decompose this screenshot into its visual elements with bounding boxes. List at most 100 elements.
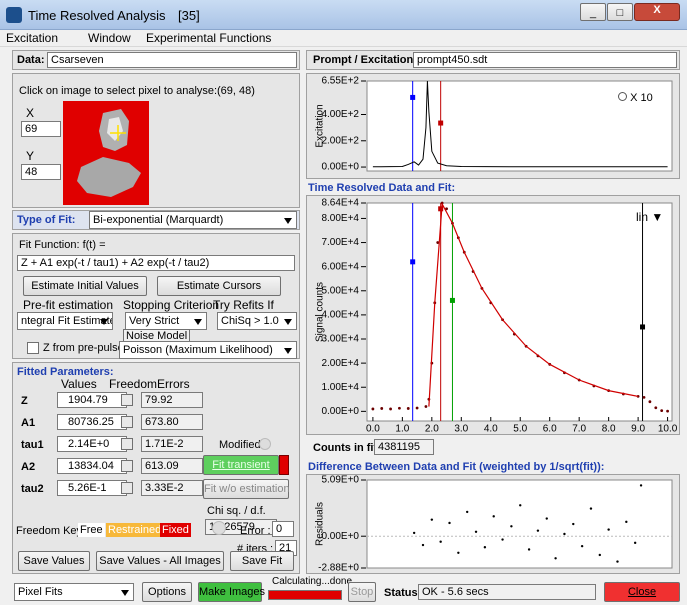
refit-label: Try Refits If — [213, 298, 274, 312]
stop-button[interactable]: Stop — [348, 582, 376, 602]
excitation-chart: Excitation6.55E+24.00E+22.00E+20.00E+0 — [306, 73, 680, 179]
freedom-checkbox[interactable] — [121, 482, 133, 494]
mode-dropdown[interactable]: Pixel Fits — [14, 583, 134, 601]
residual-point — [484, 546, 486, 548]
y-tick-label: 8.00E+4 — [321, 213, 359, 224]
param-value[interactable]: 5.26E-1 — [57, 480, 127, 496]
residual-point — [448, 522, 450, 524]
y-tick-label: 0.00E+0 — [321, 531, 359, 542]
prefit-dropdown[interactable]: ntegral Fit Estimate — [17, 312, 113, 330]
save-fit-button[interactable]: Save Fit — [230, 551, 294, 571]
close-button[interactable]: Close — [604, 582, 680, 602]
freedom-checkbox[interactable] — [121, 394, 133, 406]
residual-point — [581, 545, 583, 547]
minimize-button[interactable]: _ — [580, 3, 606, 21]
data-point — [407, 407, 410, 410]
data-point — [389, 408, 392, 411]
maximize-button[interactable]: □ — [607, 3, 633, 21]
progress-bar — [268, 590, 342, 600]
y-tick-label: 2.00E+4 — [321, 358, 359, 369]
prompt-field[interactable]: prompt450.sdt — [413, 52, 677, 68]
residual-point — [607, 528, 609, 530]
param-value[interactable]: 80736.25 — [57, 414, 127, 430]
data-point — [643, 396, 646, 399]
save-values-button[interactable]: Save Values — [18, 551, 90, 571]
fit-wo-button[interactable]: Fit w/o estimation — [203, 479, 289, 499]
residual-point — [546, 517, 548, 519]
y-tick-label: 0.00E+0 — [321, 406, 359, 417]
error-field: 0 — [272, 521, 294, 537]
data-point — [398, 407, 401, 410]
residual-point — [616, 560, 618, 562]
data-point — [666, 410, 669, 413]
data-field[interactable]: Csarseven — [47, 52, 297, 68]
y-tick-label: 2.00E+2 — [321, 135, 359, 146]
y-tick-label: 6.00E+4 — [321, 261, 359, 272]
cursor-marker — [450, 298, 455, 303]
menu-item[interactable]: Experimental Functions — [146, 31, 271, 45]
freedom-checkbox[interactable] — [121, 460, 133, 472]
menu-item[interactable]: Excitation — [6, 31, 58, 45]
residual-point — [466, 511, 468, 513]
image-panel: Click on image to select pixel to analys… — [12, 73, 300, 208]
x10-label: X 10 — [630, 92, 653, 104]
residual-point — [519, 504, 521, 506]
refit-dropdown[interactable]: ChiSq > 1.0 — [217, 312, 297, 330]
x-input[interactable]: 69 — [21, 121, 61, 137]
prompt-label: Prompt / Excitation: — [313, 54, 417, 66]
decay-chart: Signal counts8.64E+48.00E+47.00E+46.00E+… — [306, 195, 680, 435]
menu-bar: Excitation Window Experimental Functions — [0, 30, 687, 47]
formula-field[interactable]: Z + A1 exp(-t / tau1) + A2 exp(-t / tau2… — [17, 255, 295, 271]
fit-type-dropdown[interactable]: Bi-exponential (Marquardt) — [89, 211, 297, 229]
noise-dropdown[interactable]: Poisson (Maximum Likelihood) — [119, 341, 297, 359]
x10-radio[interactable]: X 10 — [618, 92, 653, 104]
pixel-image[interactable] — [63, 101, 149, 205]
freedom-checkbox[interactable] — [121, 416, 133, 428]
x-tick-label: 0.0 — [366, 424, 380, 435]
options-button[interactable]: Options — [142, 582, 192, 602]
param-value[interactable]: 13834.04 — [57, 458, 127, 474]
menu-item[interactable]: Window — [88, 31, 131, 45]
residual-point — [634, 542, 636, 544]
modified-indicator — [259, 438, 271, 450]
residual-point — [422, 544, 424, 546]
save-all-button[interactable]: Save Values - All Images — [96, 551, 224, 571]
y-tick-label: 6.55E+2 — [321, 76, 359, 87]
x-label: X — [26, 106, 34, 120]
scale-label: lin — [636, 210, 648, 224]
y-label: Y — [26, 149, 34, 163]
y-tick-label: 0.00E+0 — [321, 162, 359, 173]
app-icon — [6, 7, 22, 23]
error-indicator — [212, 521, 226, 535]
scale-dropdown[interactable]: lin ▼ — [636, 210, 663, 224]
param-value[interactable]: 2.14E+0 — [57, 436, 127, 452]
stopping-dropdown[interactable]: Very Strict — [125, 312, 207, 330]
residual-chart: Residuals5.09E+00.00E+0-2.88E+0 — [306, 474, 680, 574]
status-field: OK - 5.6 secs — [418, 584, 596, 600]
residual-title: Difference Between Data and Fit (weighte… — [308, 461, 604, 473]
fit-type-row: Type of Fit: Bi-exponential (Marquardt) — [12, 210, 300, 230]
data-point — [416, 407, 419, 410]
param-name: A2 — [21, 461, 35, 473]
residual-point — [493, 515, 495, 517]
prompt-row: Prompt / Excitation: prompt450.sdt — [306, 50, 680, 70]
key-restrained: Restrained — [106, 523, 163, 537]
x-tick-label: 4.0 — [484, 424, 498, 435]
fit-transient-button[interactable]: Fit transient — [203, 455, 279, 475]
y-tick-label: 5.00E+4 — [321, 285, 359, 296]
make-images-button[interactable]: Make Images — [198, 582, 262, 602]
residual-point — [640, 484, 642, 486]
param-name: Z — [21, 395, 28, 407]
estimate-cursors-button[interactable]: Estimate Cursors — [157, 276, 281, 296]
residual-point — [475, 531, 477, 533]
data-point — [660, 409, 663, 412]
x-tick-label: 1.0 — [395, 424, 409, 435]
param-value[interactable]: 1904.79 — [57, 392, 127, 408]
y-input[interactable]: 48 — [21, 164, 61, 180]
fitted-footer: Freedom Key: Free Restrained Fixed Error… — [12, 515, 300, 575]
estimate-values-button[interactable]: Estimate Initial Values — [23, 276, 147, 296]
x-tick-label: 3.0 — [454, 424, 468, 435]
close-window-button[interactable]: X — [634, 3, 680, 21]
freedom-checkbox[interactable] — [121, 438, 133, 450]
prepulse-checkbox[interactable] — [27, 342, 39, 354]
